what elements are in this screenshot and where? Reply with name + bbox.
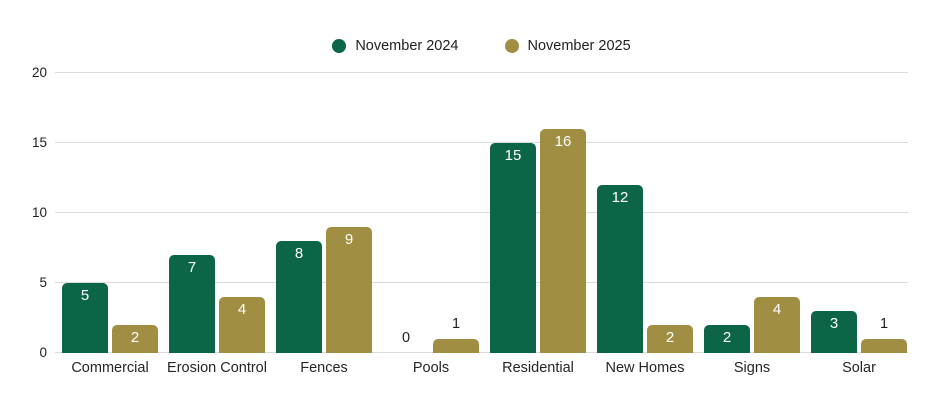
bar-november-2025-commercial — [112, 325, 158, 353]
bar-november-2024-signs — [704, 325, 750, 353]
bar-value-label: 4 — [237, 301, 247, 318]
gridline — [55, 212, 908, 213]
bar-value-label: 1 — [451, 316, 461, 332]
bar-value-label: 9 — [344, 231, 354, 248]
legend-dot-icon — [504, 39, 519, 53]
bar-november-2024-commercial — [62, 283, 108, 353]
bar-november-2024-solar — [811, 311, 857, 353]
bar-value-label: 2 — [665, 329, 675, 346]
x-axis-category-label: Solar — [842, 360, 876, 376]
bar-november-2025-solar — [861, 339, 907, 353]
bar-value-label: 2 — [130, 329, 140, 346]
x-axis-category-label: New Homes — [605, 360, 685, 376]
bar-value-label: 16 — [554, 133, 572, 150]
y-axis-tick-label: 0 — [39, 345, 47, 360]
bar-value-label: 0 — [401, 330, 411, 346]
bar-value-label: 5 — [80, 287, 90, 304]
bar-november-2024-new-homes — [597, 185, 643, 353]
y-axis-tick-label: 5 — [39, 275, 47, 290]
bar-value-label: 3 — [829, 315, 839, 332]
bar-value-label: 7 — [187, 259, 197, 276]
bar-value-label: 2 — [722, 329, 732, 346]
bar-value-label: 12 — [611, 189, 629, 206]
bar-november-2025-erosion-control — [219, 297, 265, 353]
legend-item-november-2025: November 2025 — [504, 38, 631, 54]
legend-label: November 2025 — [527, 38, 631, 54]
gridline — [55, 142, 908, 143]
y-axis-tick-label: 10 — [31, 205, 47, 220]
gridline — [55, 72, 908, 73]
legend: November 2024 November 2025 — [55, 38, 908, 54]
legend-label: November 2024 — [355, 38, 459, 54]
gridline — [55, 282, 908, 283]
x-axis-category-label: Fences — [300, 360, 348, 376]
bar-november-2025-fences — [326, 227, 372, 353]
bar-value-label: 8 — [294, 245, 304, 262]
x-axis-category-label: Residential — [502, 360, 574, 376]
bar-november-2024-fences — [276, 241, 322, 353]
legend-item-november-2024: November 2024 — [332, 38, 459, 54]
bar-november-2025-signs — [754, 297, 800, 353]
bar-value-label: 1 — [879, 316, 889, 332]
x-axis-category-label: Pools — [412, 360, 450, 376]
bar-value-label: 15 — [504, 147, 522, 164]
gridline — [55, 352, 908, 353]
bar-november-2025-pools — [433, 339, 479, 353]
y-axis-tick-label: 20 — [31, 65, 47, 80]
bar-november-2025-new-homes — [647, 325, 693, 353]
y-axis-tick-label: 15 — [31, 135, 47, 150]
x-axis-category-label: Commercial — [71, 360, 149, 376]
x-axis-category-label: Signs — [733, 360, 771, 376]
bar-november-2025-residential — [540, 129, 586, 353]
bar-november-2024-erosion-control — [169, 255, 215, 353]
bar-value-label: 4 — [772, 301, 782, 318]
bar-november-2024-residential — [490, 143, 536, 353]
x-axis-category-label: Erosion Control — [167, 360, 267, 376]
plot-area: 0 5 10 15 20 5 2 Commercial 7 4 Erosion Control 8 9 F… — [32, 65, 908, 376]
legend-dot-icon — [332, 39, 347, 53]
